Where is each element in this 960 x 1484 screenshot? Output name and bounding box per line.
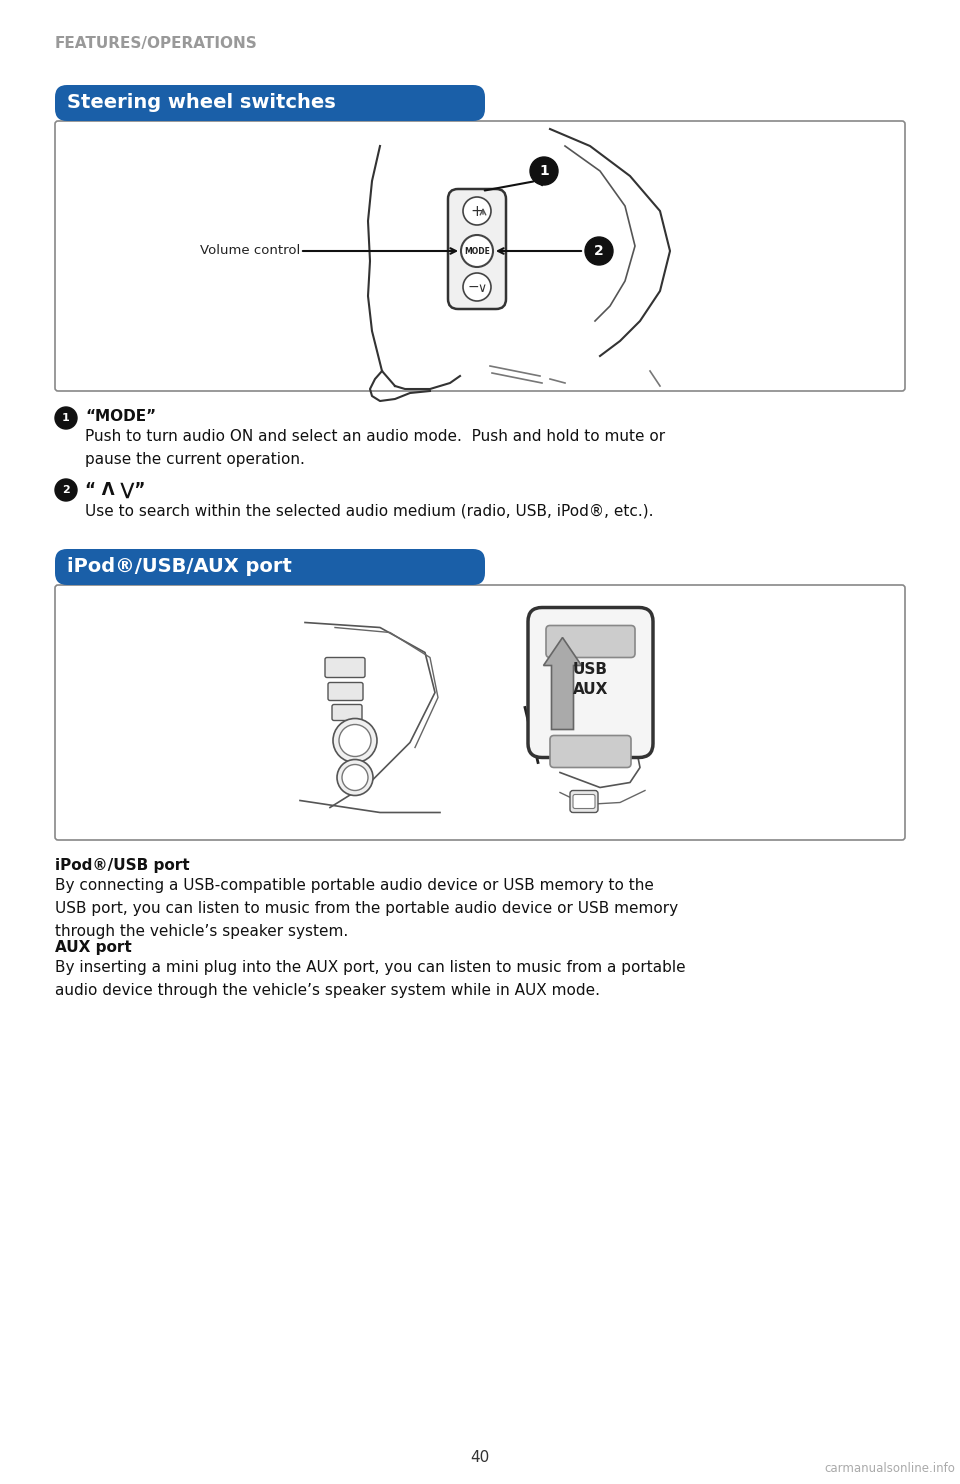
FancyBboxPatch shape bbox=[546, 625, 635, 657]
Text: MODE: MODE bbox=[464, 246, 490, 255]
Text: iPod®/USB/AUX port: iPod®/USB/AUX port bbox=[67, 558, 292, 576]
Text: Volume control: Volume control bbox=[200, 245, 300, 258]
Circle shape bbox=[55, 479, 77, 502]
Text: iPod®/USB port: iPod®/USB port bbox=[55, 858, 190, 873]
Text: ∨: ∨ bbox=[477, 282, 487, 294]
Circle shape bbox=[530, 157, 558, 186]
FancyBboxPatch shape bbox=[570, 791, 598, 813]
FancyBboxPatch shape bbox=[332, 705, 362, 721]
Text: carmanualsonline.info: carmanualsonline.info bbox=[824, 1462, 955, 1475]
Text: 40: 40 bbox=[470, 1450, 490, 1465]
Text: By inserting a mini plug into the AUX port, you can listen to music from a porta: By inserting a mini plug into the AUX po… bbox=[55, 960, 685, 997]
FancyBboxPatch shape bbox=[55, 585, 905, 840]
Text: 2: 2 bbox=[594, 243, 604, 258]
Circle shape bbox=[585, 237, 613, 266]
Text: FEATURES/OPERATIONS: FEATURES/OPERATIONS bbox=[55, 36, 257, 50]
FancyBboxPatch shape bbox=[55, 122, 905, 390]
Text: “ Λ ⋁”: “ Λ ⋁” bbox=[85, 481, 145, 499]
Text: 2: 2 bbox=[62, 485, 70, 496]
Text: +: + bbox=[470, 203, 484, 218]
FancyBboxPatch shape bbox=[573, 794, 595, 809]
FancyArrow shape bbox=[543, 638, 582, 730]
FancyBboxPatch shape bbox=[528, 607, 653, 757]
Circle shape bbox=[337, 760, 373, 795]
FancyBboxPatch shape bbox=[550, 736, 631, 767]
Text: AUX: AUX bbox=[573, 683, 609, 697]
Text: USB: USB bbox=[573, 662, 608, 677]
FancyBboxPatch shape bbox=[55, 549, 485, 585]
Circle shape bbox=[339, 724, 371, 757]
FancyBboxPatch shape bbox=[448, 188, 506, 309]
Text: Steering wheel switches: Steering wheel switches bbox=[67, 93, 336, 113]
Text: AUX port: AUX port bbox=[55, 939, 132, 956]
FancyBboxPatch shape bbox=[325, 657, 365, 678]
Text: “MODE”: “MODE” bbox=[85, 410, 156, 424]
Circle shape bbox=[333, 718, 377, 763]
Text: By connecting a USB-compatible portable audio device or USB memory to the
USB po: By connecting a USB-compatible portable … bbox=[55, 879, 678, 938]
Text: 1: 1 bbox=[540, 165, 549, 178]
Circle shape bbox=[342, 764, 368, 791]
Circle shape bbox=[463, 273, 491, 301]
Text: Push to turn audio ON and select an audio mode.  Push and hold to mute or
pause : Push to turn audio ON and select an audi… bbox=[85, 429, 665, 467]
Circle shape bbox=[55, 407, 77, 429]
Text: −: − bbox=[468, 280, 479, 294]
FancyBboxPatch shape bbox=[328, 683, 363, 700]
Text: 1: 1 bbox=[62, 413, 70, 423]
Circle shape bbox=[461, 234, 493, 267]
Circle shape bbox=[463, 197, 491, 226]
Text: Use to search within the selected audio medium (radio, USB, iPod®, etc.).: Use to search within the selected audio … bbox=[85, 503, 654, 518]
FancyBboxPatch shape bbox=[55, 85, 485, 122]
